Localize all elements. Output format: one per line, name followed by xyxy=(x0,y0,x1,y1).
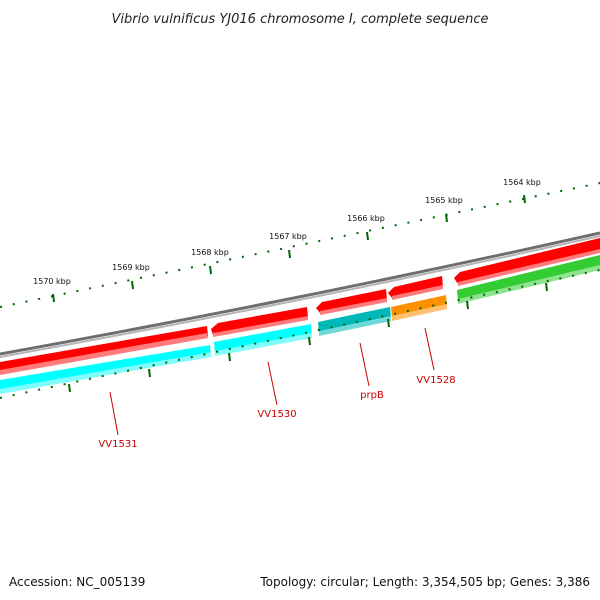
scale-label-1569: 1569 kbp xyxy=(112,263,150,272)
gc-bar-shade xyxy=(458,265,600,304)
map-title: Vibrio vulnificus YJ016 chromosome I, co… xyxy=(111,12,488,27)
gene-label-prpB: prpB xyxy=(360,390,384,401)
accession-text: Accession: NC_005139 xyxy=(9,575,145,589)
inner-major-tick-6 xyxy=(466,300,469,310)
major-tick-1566 xyxy=(366,231,369,241)
gene-label-VV1531: VV1531 xyxy=(98,439,137,450)
scale-label-1565: 1565 kbp xyxy=(425,196,463,205)
major-tick-1570 xyxy=(52,293,55,303)
major-tick-1568 xyxy=(209,265,212,275)
major-tick-1567 xyxy=(288,249,291,259)
cds-forward-2 xyxy=(211,307,308,335)
gene-bar-VV1531-shade xyxy=(0,352,211,394)
leader-VV1528 xyxy=(424,327,435,371)
inner-major-tick-4 xyxy=(308,336,311,346)
scale-labels: 1570 kbp 1569 kbp 1568 kbp 1567 kbp 1566… xyxy=(33,178,541,286)
gene-bar-VV1528 xyxy=(391,295,447,319)
gene-bar-prpB xyxy=(318,307,391,334)
inner-major-tick-5 xyxy=(387,318,390,328)
cds-forward-3-shade xyxy=(320,298,387,315)
inner-major-tick-1 xyxy=(68,383,71,393)
scale-label-1570: 1570 kbp xyxy=(33,277,71,286)
cds-forward-5-shade xyxy=(458,249,600,286)
inner-major-tick-7 xyxy=(545,282,548,292)
scale-label-1564: 1564 kbp xyxy=(503,178,541,187)
major-tick-1564 xyxy=(523,194,526,204)
backbone-line-light xyxy=(0,235,600,358)
cds-forward-3 xyxy=(316,289,387,313)
backbone xyxy=(0,231,600,358)
gene-label-VV1528: VV1528 xyxy=(416,375,455,386)
scale-label-1566: 1566 kbp xyxy=(347,214,385,223)
major-tick-1569 xyxy=(131,280,134,290)
major-tick-1565 xyxy=(445,213,448,223)
forward-strand-track xyxy=(0,238,600,375)
inner-tick-track xyxy=(0,269,600,399)
gene-bar-VV1528-shade xyxy=(392,304,447,321)
backbone-line-dark xyxy=(0,231,600,356)
gc-bar xyxy=(457,255,600,302)
inner-major-tick-3 xyxy=(228,352,231,362)
leader-VV1531 xyxy=(109,391,119,436)
cds-forward-5 xyxy=(454,238,600,284)
scale-label-1567: 1567 kbp xyxy=(269,232,307,241)
gene-bar-VV1530 xyxy=(214,324,312,354)
cds-forward-4 xyxy=(388,276,443,298)
summary-text: Topology: circular; Length: 3,354,505 bp… xyxy=(259,575,590,589)
leader-VV1530 xyxy=(267,361,278,406)
cds-forward-4-shade xyxy=(392,285,443,300)
cds-forward-2-shade xyxy=(213,316,308,337)
scale-label-1568: 1568 kbp xyxy=(191,248,229,257)
gene-label-VV1530: VV1530 xyxy=(257,409,296,420)
inner-major-tick-2 xyxy=(148,368,151,378)
gene-labels: VV1531 VV1530 prpB VV1528 xyxy=(98,327,456,450)
outer-tick-track xyxy=(0,182,600,308)
cds-forward-1-shade xyxy=(0,333,208,375)
leader-prpB xyxy=(359,342,370,387)
gene-bar-prpB-shade xyxy=(319,316,391,336)
reverse-strand-track xyxy=(0,255,600,394)
gene-bar-VV1530-shade xyxy=(215,333,312,356)
